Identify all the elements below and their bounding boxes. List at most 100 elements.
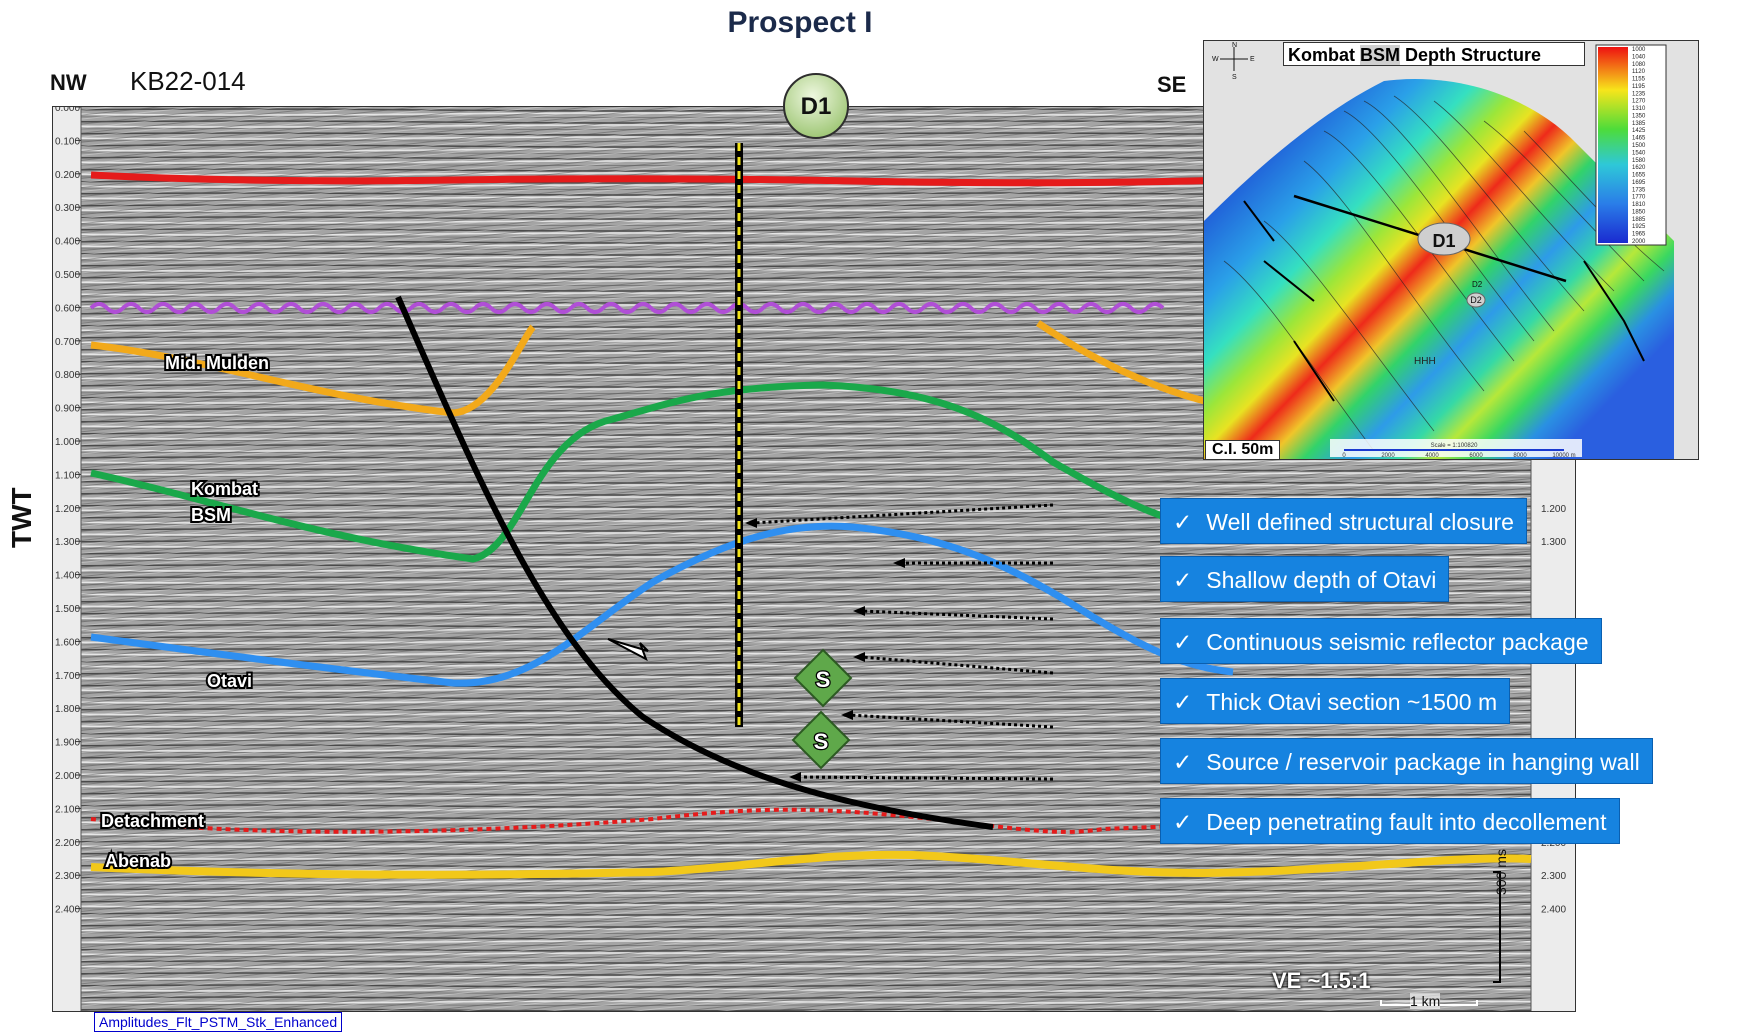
colorbar-label: 2000 <box>1632 239 1646 245</box>
colorbar-label: 1500 <box>1632 143 1646 149</box>
inset-area-label: HHH <box>1414 356 1436 367</box>
twt-tick-label: 1.400 <box>55 571 80 582</box>
well-d1-label: D1 <box>801 93 832 120</box>
vertical-scale-bar <box>1493 871 1501 983</box>
colorbar-label: 1885 <box>1632 217 1646 223</box>
check-icon: ✓ <box>1173 509 1193 535</box>
label-detachment: Detachment <box>101 811 204 831</box>
horizon-mid-mulden <box>90 324 536 417</box>
twt-tick-label: 1.800 <box>55 704 80 715</box>
colorbar-label: 1040 <box>1632 54 1646 60</box>
twt-tick-label: 0.000 <box>55 106 80 114</box>
callout-deep-fault: ✓ Deep penetrating fault into decollement <box>1160 798 1620 844</box>
source-marker-label: S <box>816 667 831 692</box>
colorbar-label: 1080 <box>1632 62 1646 68</box>
twt-tick-label-right: 2.300 <box>1541 871 1566 882</box>
seismic-line-id: KB22-014 <box>130 66 246 96</box>
twt-tick-label: 1.000 <box>55 437 80 448</box>
twt-tick-label: 2.100 <box>55 804 80 815</box>
scale-tick-label: 8000 <box>1513 453 1527 459</box>
inset-well-d2a-label: D2 <box>1472 280 1483 289</box>
twt-tick-label-right: 1.200 <box>1541 504 1566 515</box>
twt-tick-label: 1.500 <box>55 604 80 615</box>
twt-tick-label: 1.100 <box>55 470 80 481</box>
colorbar-label: 1350 <box>1632 113 1646 119</box>
source-marker-label: S <box>814 729 829 754</box>
colorbar-label: 1965 <box>1632 232 1646 238</box>
colorbar-label: 1620 <box>1632 165 1646 171</box>
check-icon: ✓ <box>1173 689 1193 715</box>
twt-tick-label-right: 2.400 <box>1541 905 1566 916</box>
vertical-exaggeration-label: VE ~1.5:1 <box>1272 968 1371 993</box>
twt-tick-label: 2.300 <box>55 871 80 882</box>
twt-tick-label: 0.200 <box>55 170 80 181</box>
inset-scale-text: Scale = 1:100820 <box>1431 443 1479 449</box>
callout-structural-closure: ✓ Well defined structural closure <box>1160 498 1527 544</box>
colorbar-label: 1235 <box>1632 91 1646 97</box>
twt-tick-label: 0.600 <box>55 303 80 314</box>
twt-tick-label: 0.400 <box>55 237 80 248</box>
twt-tick-label: 0.300 <box>55 203 80 214</box>
colorbar-label: 1735 <box>1632 187 1646 193</box>
colorbar-label: 1540 <box>1632 150 1646 156</box>
well-d1-marker: D1 <box>783 73 849 139</box>
colorbar-label: 1425 <box>1632 128 1646 134</box>
colorbar-label: 1850 <box>1632 209 1646 215</box>
label-abenab: Abenab <box>105 851 171 871</box>
label-bsm: BSM <box>191 505 231 525</box>
se-direction-label: SE <box>1157 72 1187 97</box>
twt-tick-label: 1.900 <box>55 738 80 749</box>
twt-tick-label-right: 1.300 <box>1541 537 1566 548</box>
inset-well-d2b-label: D2 <box>1470 295 1482 305</box>
horizon-kombat-bsm <box>90 381 1234 563</box>
twt-tick-label: 1.300 <box>55 537 80 548</box>
check-icon: ✓ <box>1173 749 1193 775</box>
km-scale-label: 1 km <box>1410 993 1441 1009</box>
horizon-abenab <box>90 850 1532 879</box>
ms-scale-label: 300 ms <box>1493 849 1509 895</box>
horizon-otavi <box>90 522 1234 687</box>
callout-reflector-package: ✓ Continuous seismic reflector package <box>1160 618 1602 664</box>
nw-direction-label: NW <box>50 70 87 95</box>
twt-tick-labels-left: 0.000 0.100 0.200 0.300 0.400 0.500 0.600 0.700… <box>55 106 81 916</box>
label-otavi: Otavi <box>207 671 252 691</box>
callout-otavi-depth: ✓ Shallow depth of Otavi <box>1160 556 1450 602</box>
svg-text:W: W <box>1212 56 1219 63</box>
inset-well-d1-label: D1 <box>1432 231 1455 251</box>
colorbar-label: 1000 <box>1632 47 1646 53</box>
twt-tick-label: 1.600 <box>55 637 80 648</box>
scale-tick-label: 2000 <box>1381 453 1395 459</box>
source-marker-1: S <box>793 648 853 708</box>
twt-tick-label: 0.100 <box>55 136 80 147</box>
scale-tick-label: 4000 <box>1425 453 1439 459</box>
colorbar-label: 1655 <box>1632 173 1646 179</box>
colorbar-label: 1465 <box>1632 136 1646 142</box>
colorbar-label: 1695 <box>1632 180 1646 186</box>
colorbar-label: 1385 <box>1632 121 1646 127</box>
check-icon: ✓ <box>1173 809 1193 835</box>
twt-tick-label: 2.000 <box>55 771 80 782</box>
colorbar-label: 1925 <box>1632 224 1646 230</box>
svg-text:S: S <box>1232 74 1237 81</box>
callout-arrows <box>752 503 1054 781</box>
label-kombat: Kombat <box>191 479 258 499</box>
fault-arrow-icon <box>607 638 649 662</box>
callout-source-reservoir: ✓ Source / reservoir package in hanging w… <box>1160 738 1653 784</box>
inset-scale-ticks: 0 2000 4000 6000 8000 10000 m <box>1342 453 1575 459</box>
twt-tick-label: 1.700 <box>55 671 80 682</box>
twt-tick-label: 0.500 <box>55 270 80 281</box>
check-icon: ✓ <box>1173 629 1193 655</box>
compass-icon: N S W E <box>1212 42 1255 81</box>
svg-text:E: E <box>1250 56 1255 63</box>
colorbar-label: 1310 <box>1632 106 1646 112</box>
svg-text:N: N <box>1232 42 1237 49</box>
colorbar-label: 1580 <box>1632 158 1646 164</box>
twt-tick-label: 2.200 <box>55 838 80 849</box>
inset-depth-map: D1 D2 D2 HHH 1000 1040 1080 1120 1155 1195 123… <box>1203 40 1699 460</box>
check-icon: ✓ <box>1173 567 1193 593</box>
horizon-purple-unconformity <box>89 302 1165 314</box>
twt-tick-label: 2.400 <box>55 905 80 916</box>
page-title: Prospect I <box>727 6 873 39</box>
